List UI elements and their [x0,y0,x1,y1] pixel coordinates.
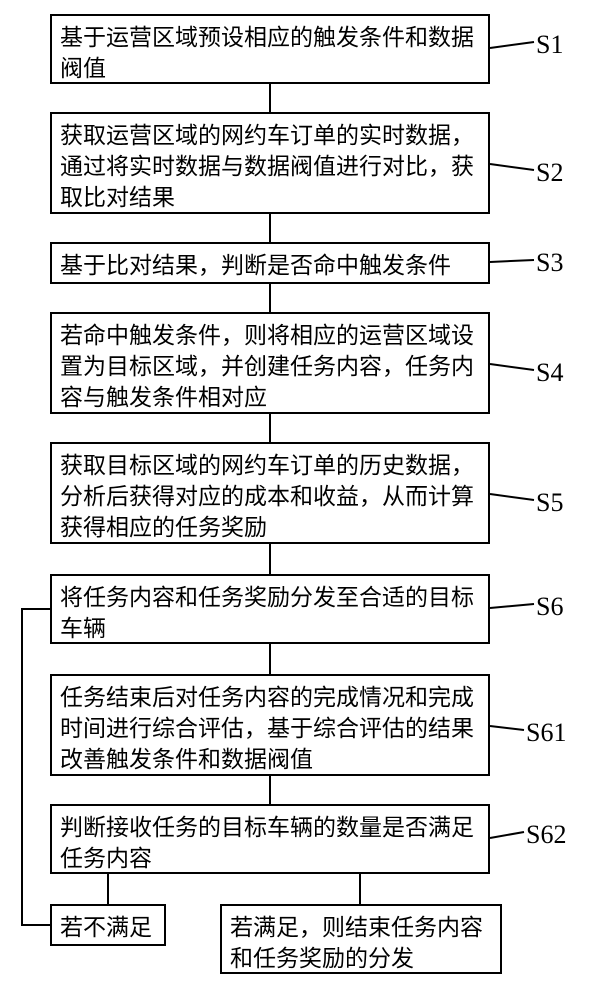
step-s4: 若命中触发条件，则将相应的运营区域设置为目标区域，并创建任务内容，任务内容与触发… [50,312,490,414]
label-s6: S6 [536,592,563,622]
step-s62-text: 判断接收任务的目标车辆的数量是否满足任务内容 [60,815,474,871]
label-s5: S5 [536,488,563,518]
step-s5: 获取目标区域的网约车订单的历史数据，分析后获得对应的成本和收益，从而计算获得相应… [50,442,490,544]
branch-yes: 若满足，则结束任务内容和任务奖励的分发 [220,904,502,974]
step-s6: 将任务内容和任务奖励分发至合适的目标车辆 [50,574,490,644]
step-s62: 判断接收任务的目标车辆的数量是否满足任务内容 [50,804,490,874]
label-s1: S1 [536,30,563,60]
step-s2: 获取运营区域的网约车订单的实时数据，通过将实时数据与数据阀值进行对比，获取比对结… [50,112,490,214]
branch-yes-text: 若满足，则结束任务内容和任务奖励的分发 [230,915,483,971]
branch-no: 若不满足 [50,904,166,946]
label-s2: S2 [536,158,563,188]
flowchart-canvas: 基于运营区域预设相应的触发条件和数据阀值 获取运营区域的网约车订单的实时数据，通… [0,0,616,1000]
branch-no-text: 若不满足 [60,915,152,940]
step-s2-text: 获取运营区域的网约车订单的实时数据，通过将实时数据与数据阀值进行对比，获取比对结… [60,123,474,210]
step-s6-text: 将任务内容和任务奖励分发至合适的目标车辆 [60,585,474,641]
step-s1: 基于运营区域预设相应的触发条件和数据阀值 [50,14,490,84]
step-s5-text: 获取目标区域的网约车订单的历史数据，分析后获得对应的成本和收益，从而计算获得相应… [60,453,474,540]
label-s3: S3 [536,248,563,278]
label-s61: S61 [526,718,566,748]
label-s62: S62 [526,820,566,850]
step-s3-text: 基于比对结果，判断是否命中触发条件 [60,253,451,278]
step-s61: 任务结束后对任务内容的完成情况和完成时间进行综合评估，基于综合评估的结果改善触发… [50,674,490,776]
step-s3: 基于比对结果，判断是否命中触发条件 [50,242,490,284]
step-s1-text: 基于运营区域预设相应的触发条件和数据阀值 [60,25,474,81]
step-s61-text: 任务结束后对任务内容的完成情况和完成时间进行综合评估，基于综合评估的结果改善触发… [60,685,474,772]
step-s4-text: 若命中触发条件，则将相应的运营区域设置为目标区域，并创建任务内容，任务内容与触发… [60,323,474,410]
label-s4: S4 [536,358,563,388]
